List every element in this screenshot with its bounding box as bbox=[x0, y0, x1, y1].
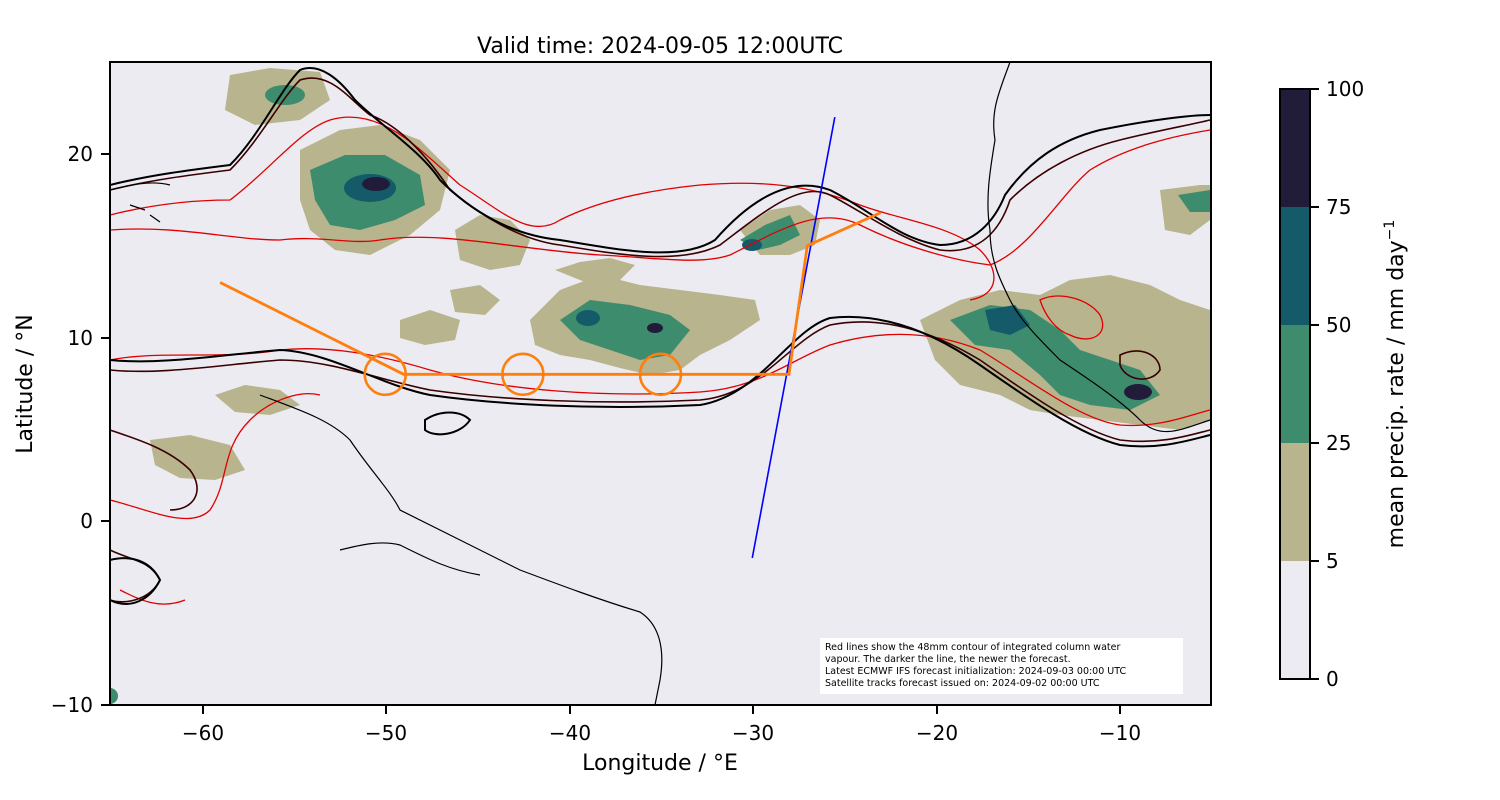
iwv-contour-black-1 bbox=[110, 67, 1211, 254]
colorbar-label: mean precip. rate / mm day−1 bbox=[1382, 220, 1409, 549]
iwv-contour-red-1 bbox=[110, 333, 1211, 427]
iwv-contour-latest bbox=[110, 67, 1211, 605]
annotation-line-2: vapour. The darker the line, the newer t… bbox=[825, 654, 1071, 665]
coastline-africa bbox=[987, 62, 1211, 433]
coastline-south-america-lower bbox=[339, 542, 481, 576]
colorbar-segment-0-5 bbox=[1280, 561, 1310, 679]
coastline-south-america bbox=[259, 394, 663, 705]
x-tick-label: −20 bbox=[916, 721, 958, 745]
iwv-contour-red-3 bbox=[110, 129, 1211, 266]
plot-title: Valid time: 2024-09-05 12:00UTC bbox=[477, 34, 843, 59]
iwv-contour-black-4 bbox=[424, 411, 472, 436]
iwv-contour-red-5 bbox=[1039, 295, 1104, 340]
iwv-contour-dark-3 bbox=[110, 429, 198, 511]
y-tick-label: −10 bbox=[51, 693, 93, 717]
y-axis-label: Latitude / °N bbox=[13, 314, 38, 453]
precip-area-east-heavy bbox=[985, 305, 1030, 335]
colorbar-segment-75-100 bbox=[1280, 89, 1310, 207]
iwv-contour-black-3 bbox=[110, 557, 162, 605]
colorbar-tick-label: 75 bbox=[1326, 195, 1351, 219]
flight-circle-3 bbox=[638, 352, 683, 397]
precip-area-east-top2 bbox=[1178, 190, 1210, 212]
map-frame bbox=[109, 61, 1212, 706]
iwv-contour-black-2 bbox=[110, 315, 1211, 448]
x-axis: −60 −50 −40 −30 −20 −10 Longitude / °E bbox=[182, 705, 1141, 776]
colorbar-segment-50-75 bbox=[1280, 207, 1310, 325]
flight-circle-1 bbox=[363, 352, 408, 397]
y-axis: 20 10 0 −10 Latitude / °N bbox=[13, 142, 110, 717]
flight-track bbox=[219, 211, 882, 376]
iwv-contours-new bbox=[110, 77, 1211, 603]
iwv-contour-red-6 bbox=[119, 589, 186, 605]
precip-area-mid-small bbox=[555, 258, 635, 282]
coastline-caribbean bbox=[110, 182, 171, 223]
annotation-line-4: Satellite tracks forecast issued on: 202… bbox=[825, 678, 1100, 689]
precip-core-central2 bbox=[647, 323, 663, 333]
annotation-background bbox=[820, 638, 1183, 694]
iwv-contours-old bbox=[110, 116, 1211, 605]
map-panel: Red lines show the 48mm contour of integ… bbox=[109, 61, 1212, 706]
colorbar-label-exponent: −1 bbox=[1382, 220, 1398, 241]
flight-circles bbox=[363, 352, 683, 397]
x-axis-label: Longitude / °E bbox=[582, 751, 738, 776]
annotation-box: Red lines show the 48mm contour of integ… bbox=[820, 638, 1183, 694]
iwv-contour-red-2 bbox=[110, 116, 995, 301]
iwv-contour-dark-2 bbox=[110, 321, 1211, 443]
coastlines bbox=[110, 62, 1211, 705]
flight-circle-2 bbox=[501, 352, 545, 397]
colorbar-segment-5-25 bbox=[1280, 443, 1310, 561]
annotation-line-1: Red lines show the 48mm contour of integ… bbox=[825, 642, 1120, 653]
precip-area-west-coast bbox=[215, 385, 300, 415]
colorbar-label-text: mean precip. rate / mm day bbox=[1384, 240, 1409, 548]
precip-field bbox=[110, 68, 1210, 704]
precip-area-southwest bbox=[150, 435, 245, 480]
colorbar-tick-label: 100 bbox=[1326, 77, 1364, 101]
colorbar-tick-label: 0 bbox=[1326, 667, 1339, 691]
precip-core-central bbox=[576, 310, 600, 326]
annotation-line-3: Latest ECMWF IFS forecast initialization… bbox=[825, 666, 1126, 677]
precip-core-east bbox=[1124, 384, 1152, 400]
y-tick-label: 10 bbox=[68, 326, 93, 350]
colorbar-tick-label: 5 bbox=[1326, 549, 1339, 573]
colorbar-tick-label: 25 bbox=[1326, 431, 1351, 455]
colorbar-tick-label: 50 bbox=[1326, 313, 1351, 337]
x-tick-label: −60 bbox=[182, 721, 224, 745]
y-tick-label: 20 bbox=[68, 142, 93, 166]
x-tick-label: −10 bbox=[1099, 721, 1141, 745]
colorbar-frame bbox=[1279, 88, 1311, 680]
colorbar: 100 75 50 25 5 0 mean precip. rate / mm … bbox=[1279, 77, 1409, 691]
precip-core-northwest-heavy bbox=[362, 177, 390, 191]
iwv-contour-red-4 bbox=[110, 393, 321, 520]
precip-core-west bbox=[110, 688, 118, 704]
y-tick-label: 0 bbox=[80, 509, 93, 533]
iwv-contour-dark-1 bbox=[110, 77, 1211, 258]
precip-area-lower-west bbox=[400, 310, 460, 345]
colorbar-segment-25-50 bbox=[1280, 325, 1310, 443]
precip-area-lower-west2 bbox=[450, 285, 500, 315]
iwv-contour-dark-5 bbox=[1119, 350, 1161, 380]
x-tick-label: −40 bbox=[549, 721, 591, 745]
x-tick-label: −50 bbox=[365, 721, 407, 745]
x-tick-label: −30 bbox=[732, 721, 774, 745]
precip-core-far-north bbox=[265, 85, 305, 105]
